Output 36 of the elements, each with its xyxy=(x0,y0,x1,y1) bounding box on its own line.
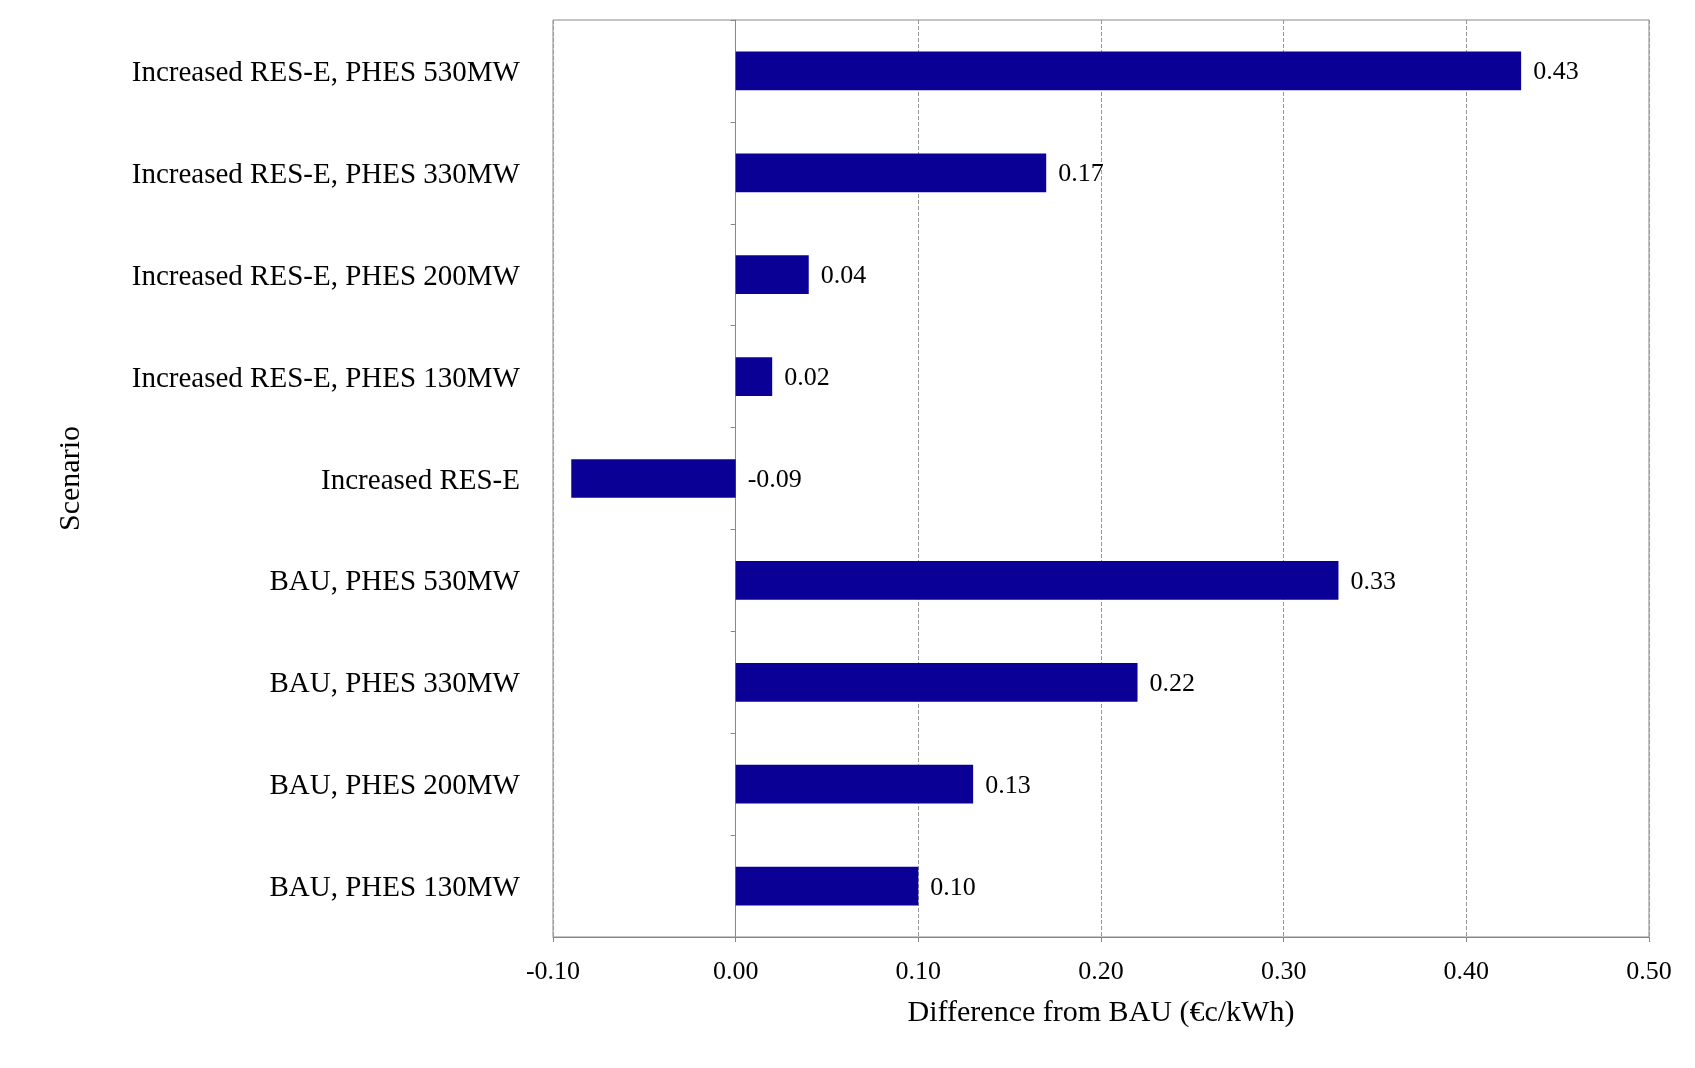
bar xyxy=(735,662,1138,702)
data-label: 0.10 xyxy=(930,871,976,901)
bar xyxy=(571,459,736,498)
bar xyxy=(735,153,1047,193)
x-tick-label: 0.10 xyxy=(895,955,942,985)
x-tick-label: -0.10 xyxy=(525,955,581,985)
data-label: 0.02 xyxy=(784,362,830,392)
bar xyxy=(735,866,919,906)
y-tick-label: Increased RES-E, PHES 330MW xyxy=(131,156,521,189)
y-tick-label: BAU, PHES 330MW xyxy=(269,666,521,699)
data-label: 0.04 xyxy=(820,260,867,290)
bar xyxy=(735,255,809,295)
bar xyxy=(735,764,974,804)
data-label: 0.13 xyxy=(985,769,1031,799)
x-tick-label: 0.50 xyxy=(1626,955,1672,985)
y-tick-label: Increased RES-E, PHES 130MW xyxy=(131,360,521,393)
bar xyxy=(735,561,1339,600)
x-axis-title: Difference from BAU (€c/kWh) xyxy=(907,993,1295,1028)
y-tick-label: Increased RES-E, PHES 530MW xyxy=(131,54,521,87)
y-axis-title: Scenario xyxy=(51,426,85,531)
data-label: 0.17 xyxy=(1058,158,1104,188)
y-tick-label: Increased RES-E, PHES 200MW xyxy=(131,258,521,291)
y-tick-label: Increased RES-E xyxy=(321,462,520,495)
bar xyxy=(735,51,1522,91)
y-tick-label: BAU, PHES 130MW xyxy=(269,870,521,903)
data-label: 0.33 xyxy=(1350,565,1396,595)
data-label: -0.09 xyxy=(747,464,802,493)
data-label: 0.22 xyxy=(1149,667,1196,697)
x-tick-label: 0.20 xyxy=(1078,955,1124,985)
y-tick-label: BAU, PHES 530MW xyxy=(269,564,521,597)
y-tick-label: BAU, PHES 200MW xyxy=(269,768,521,801)
data-label: 0.43 xyxy=(1533,56,1579,86)
x-tick-label: 0.30 xyxy=(1260,955,1307,985)
x-tick-label: 0.40 xyxy=(1443,955,1490,985)
bar xyxy=(735,357,773,396)
x-tick-label: 0.00 xyxy=(712,955,759,985)
